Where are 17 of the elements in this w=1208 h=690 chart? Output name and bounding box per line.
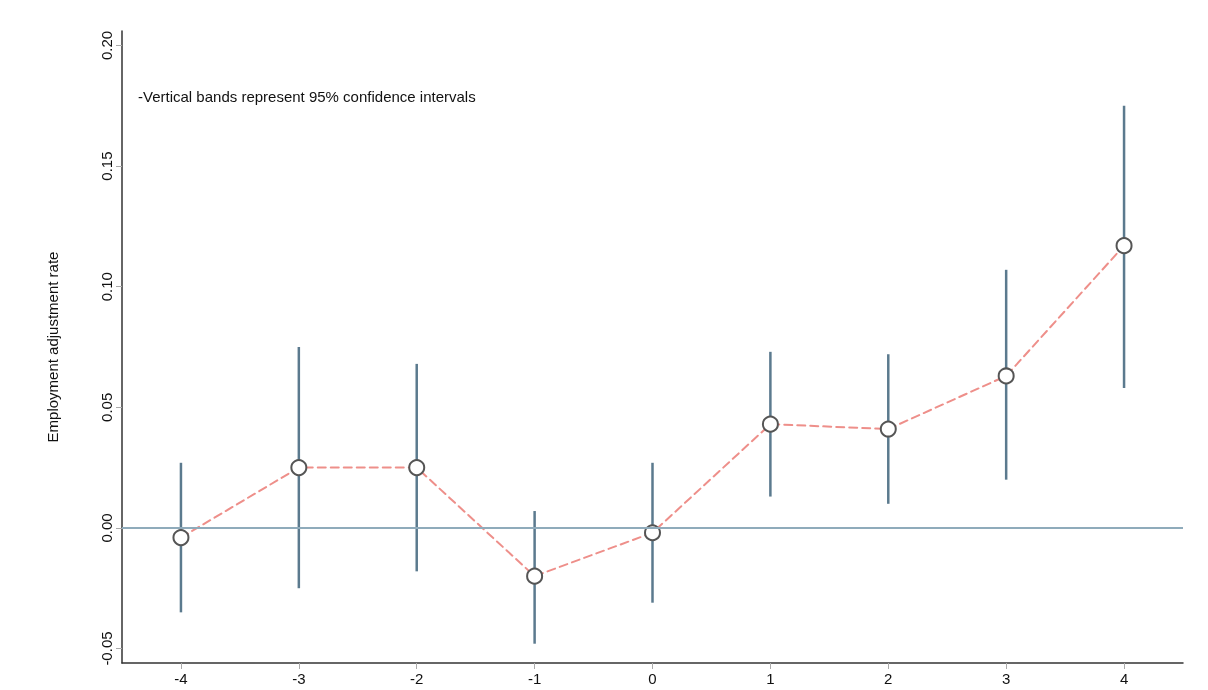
y-tick-label: 0.10	[98, 272, 115, 302]
x-tick-label: -1	[527, 670, 542, 687]
y-tick-label: -0.05	[98, 631, 115, 666]
y-tick-label: 0.00	[98, 513, 115, 543]
x-tick-label: -4	[174, 670, 188, 687]
y-tick-label: 0.20	[98, 30, 115, 61]
x-tick-label: 3	[1001, 670, 1011, 687]
x-tick-label: 0	[648, 670, 657, 687]
y-tick-label: 0.15	[98, 151, 115, 181]
x-tick-label: 2	[884, 670, 893, 687]
x-tick-label: -3	[292, 670, 306, 687]
x-tick-label: 4	[1119, 670, 1129, 687]
y-tick-label: 0.05	[98, 392, 115, 422]
annotation: -Vertical bands represent 95% confidence intervals	[138, 88, 476, 105]
x-tick-label: -2	[410, 670, 424, 687]
y-axis-title: Employment adjustment rate	[44, 251, 61, 443]
x-tick-label: 1	[766, 670, 775, 687]
